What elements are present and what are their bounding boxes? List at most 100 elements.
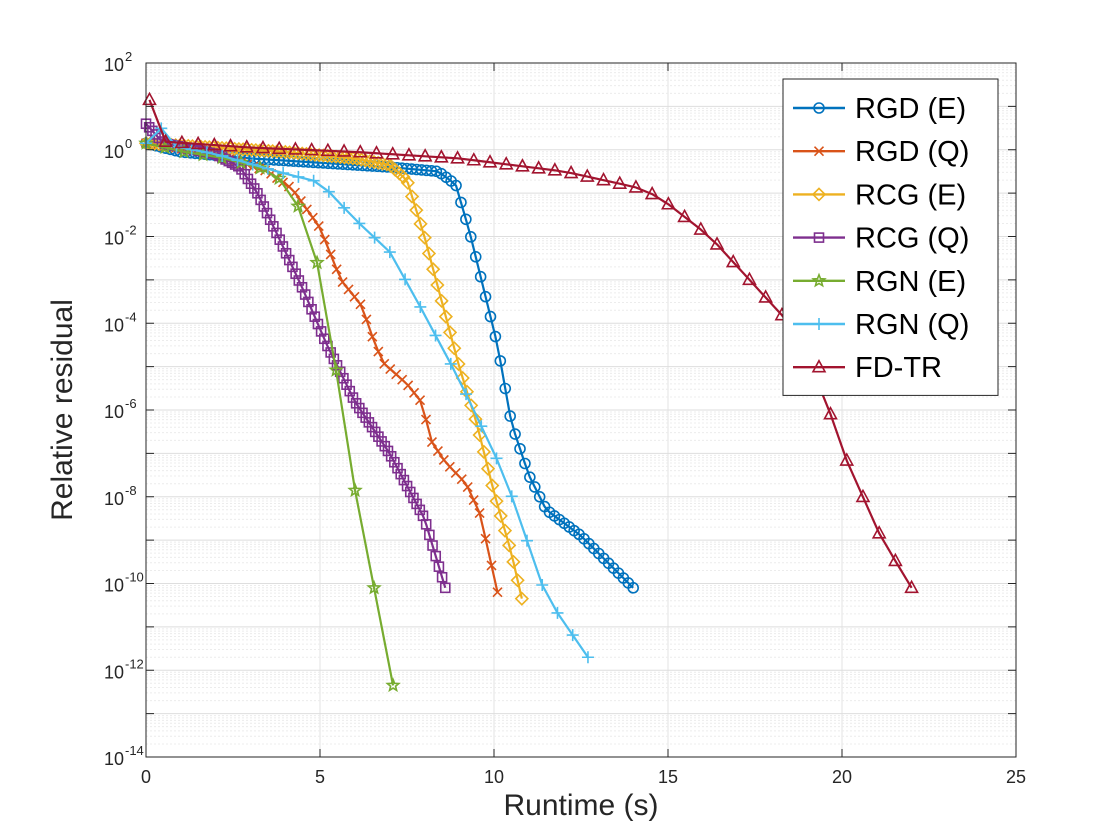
square-marker xyxy=(261,207,273,219)
triangle-marker xyxy=(531,160,546,174)
x-marker xyxy=(343,284,354,295)
x-marker xyxy=(331,264,342,275)
plus-marker xyxy=(475,420,488,433)
y-tick-exponent: 2 xyxy=(125,49,132,64)
diamond-marker xyxy=(379,157,394,172)
circle-marker xyxy=(528,481,541,493)
square-marker xyxy=(385,450,397,462)
legend: RGD (E) RGD (Q) RCG (E) RCG (Q) RGN (E) RGN (… xyxy=(782,78,999,396)
circle-marker xyxy=(524,471,536,483)
circle-marker xyxy=(627,582,640,594)
legend-item-rcg-q: RCG (Q) xyxy=(793,223,969,255)
y-tick-exponent: -2 xyxy=(125,223,137,238)
diamond-marker xyxy=(468,411,483,427)
legend-label: RGN (Q) xyxy=(855,309,969,341)
square-marker xyxy=(283,254,295,266)
circle-marker xyxy=(519,457,531,470)
triangle-marker xyxy=(320,142,336,157)
square-marker xyxy=(318,333,330,345)
legend-item-rgn-q: RGN (Q) xyxy=(793,309,969,341)
x-marker xyxy=(480,533,491,544)
circle-marker xyxy=(484,310,497,323)
diamond-marker xyxy=(451,356,466,372)
diamond-marker xyxy=(510,573,525,588)
y-tick-exponent: -14 xyxy=(125,743,144,758)
square-marker xyxy=(309,311,321,322)
y-tick-label: 10 2 xyxy=(104,49,132,75)
diamond-marker xyxy=(286,145,301,160)
legend-label: RGD (Q) xyxy=(855,136,969,168)
y-tick-label: 10 -6 xyxy=(104,396,137,422)
triangle-marker xyxy=(401,147,417,161)
x-tick-label: 15 xyxy=(658,767,678,787)
y-tick-exponent: 0 xyxy=(125,136,132,151)
diamond-marker xyxy=(299,146,314,162)
triangle-marker xyxy=(450,150,465,164)
triangle-marker xyxy=(596,171,611,186)
y-tick-base: 10 xyxy=(104,229,124,249)
diamond-marker xyxy=(409,203,424,218)
y-axis-label: Relative residual xyxy=(46,299,79,521)
square-marker xyxy=(306,303,317,315)
circle-marker xyxy=(499,382,512,395)
square-marker xyxy=(433,561,445,572)
triangle-marker xyxy=(174,134,190,149)
square-marker xyxy=(347,392,359,403)
triangle-marker xyxy=(482,154,498,168)
square-marker xyxy=(287,261,298,273)
diamond-marker xyxy=(464,398,479,413)
plus-marker xyxy=(353,217,366,230)
square-marker xyxy=(277,241,289,252)
x-marker xyxy=(432,445,443,457)
plus-marker xyxy=(813,318,825,330)
triangle-marker xyxy=(288,141,303,155)
triangle-marker xyxy=(385,146,401,160)
triangle-marker xyxy=(563,164,579,179)
triangle-marker xyxy=(271,140,287,155)
square-marker xyxy=(312,318,324,330)
star-marker xyxy=(328,361,344,377)
legend-item-fd-tr: FD-TR xyxy=(793,352,942,384)
x-tick-label: 10 xyxy=(484,767,504,787)
diamond-marker xyxy=(811,187,827,202)
circle-marker xyxy=(460,213,472,226)
x-tick-label: 5 xyxy=(315,767,325,787)
plus-marker xyxy=(460,388,473,401)
triangle-marker xyxy=(579,168,595,182)
diamond-marker xyxy=(502,538,517,553)
y-tick-label: 10 -8 xyxy=(104,483,137,509)
diamond-marker xyxy=(447,341,462,356)
x-marker xyxy=(307,212,318,223)
plus-marker xyxy=(581,651,594,664)
square-marker xyxy=(392,462,403,474)
diamond-marker xyxy=(485,478,500,493)
triangle-marker xyxy=(158,133,174,148)
star-marker xyxy=(309,254,325,270)
circle-marker xyxy=(489,330,502,343)
plus-marker xyxy=(444,357,457,370)
star-marker xyxy=(811,272,827,288)
plus-marker xyxy=(536,578,549,591)
circle-marker xyxy=(504,410,516,422)
legend-label: RGD (E) xyxy=(855,93,966,125)
y-tick-exponent: -6 xyxy=(125,396,137,411)
y-tick-label: 10 -14 xyxy=(104,743,144,769)
triangle-marker xyxy=(223,138,238,152)
triangle-marker xyxy=(693,221,709,235)
plus-marker xyxy=(185,143,198,156)
square-marker xyxy=(280,247,292,259)
diamond-marker xyxy=(333,149,348,165)
diamond-marker xyxy=(354,152,369,167)
circle-marker xyxy=(514,442,526,455)
triangle-marker xyxy=(466,152,482,166)
triangle-marker xyxy=(725,253,741,268)
x-marker xyxy=(486,560,497,571)
triangle-marker xyxy=(369,145,384,159)
legend-item-rgd-e: RGD (E) xyxy=(793,93,966,125)
triangle-marker xyxy=(871,525,887,539)
plus-marker xyxy=(368,231,381,244)
diamond-marker xyxy=(476,444,491,459)
triangle-marker xyxy=(661,196,676,210)
y-tick-label: 10 -4 xyxy=(104,309,137,335)
x-marker xyxy=(373,346,384,357)
